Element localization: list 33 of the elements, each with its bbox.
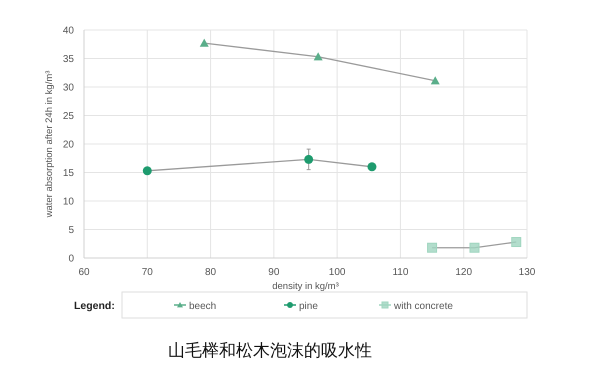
point (469, 242, 480, 253)
y-tick-label: 20 (62, 140, 74, 150)
point (304, 154, 314, 164)
legend-title: Legend: (74, 300, 115, 312)
y-tick-label: 25 (62, 111, 74, 122)
y-tick-label: 0 (68, 254, 74, 264)
legend-label: beech (189, 301, 216, 312)
x-tick-label: 110 (392, 267, 409, 278)
y-tick-label: 30 (62, 82, 74, 94)
point (314, 52, 323, 60)
point (367, 162, 376, 172)
point (427, 242, 438, 253)
point (142, 166, 152, 176)
legend-label: with concrete (393, 301, 454, 312)
x-tick-label: 70 (142, 267, 154, 278)
point (511, 237, 522, 248)
legend-label: pine (299, 301, 318, 312)
y-axis-title: water absorption after 24h in kg/m³ (44, 70, 55, 218)
y-tick-label: 35 (62, 54, 74, 65)
y-tick-label: 5 (68, 225, 74, 236)
x-tick-label: 120 (455, 267, 472, 278)
x-axis-title: density in kg/m³ (272, 281, 339, 292)
y-tick-label: 10 (62, 196, 74, 208)
y-tick-label: 15 (62, 168, 74, 179)
x-tick-label: 100 (328, 267, 346, 278)
y-tick-label: 40 (62, 26, 74, 36)
text: 山毛榉和松木泡沫的吸水性 (168, 341, 372, 360)
x-tick-label: 80 (205, 267, 217, 278)
point (430, 76, 440, 84)
x-tick-label: 90 (268, 267, 280, 278)
point (200, 38, 209, 47)
x-tick-label: 130 (518, 267, 536, 278)
x-tick-label: 60 (78, 267, 90, 278)
